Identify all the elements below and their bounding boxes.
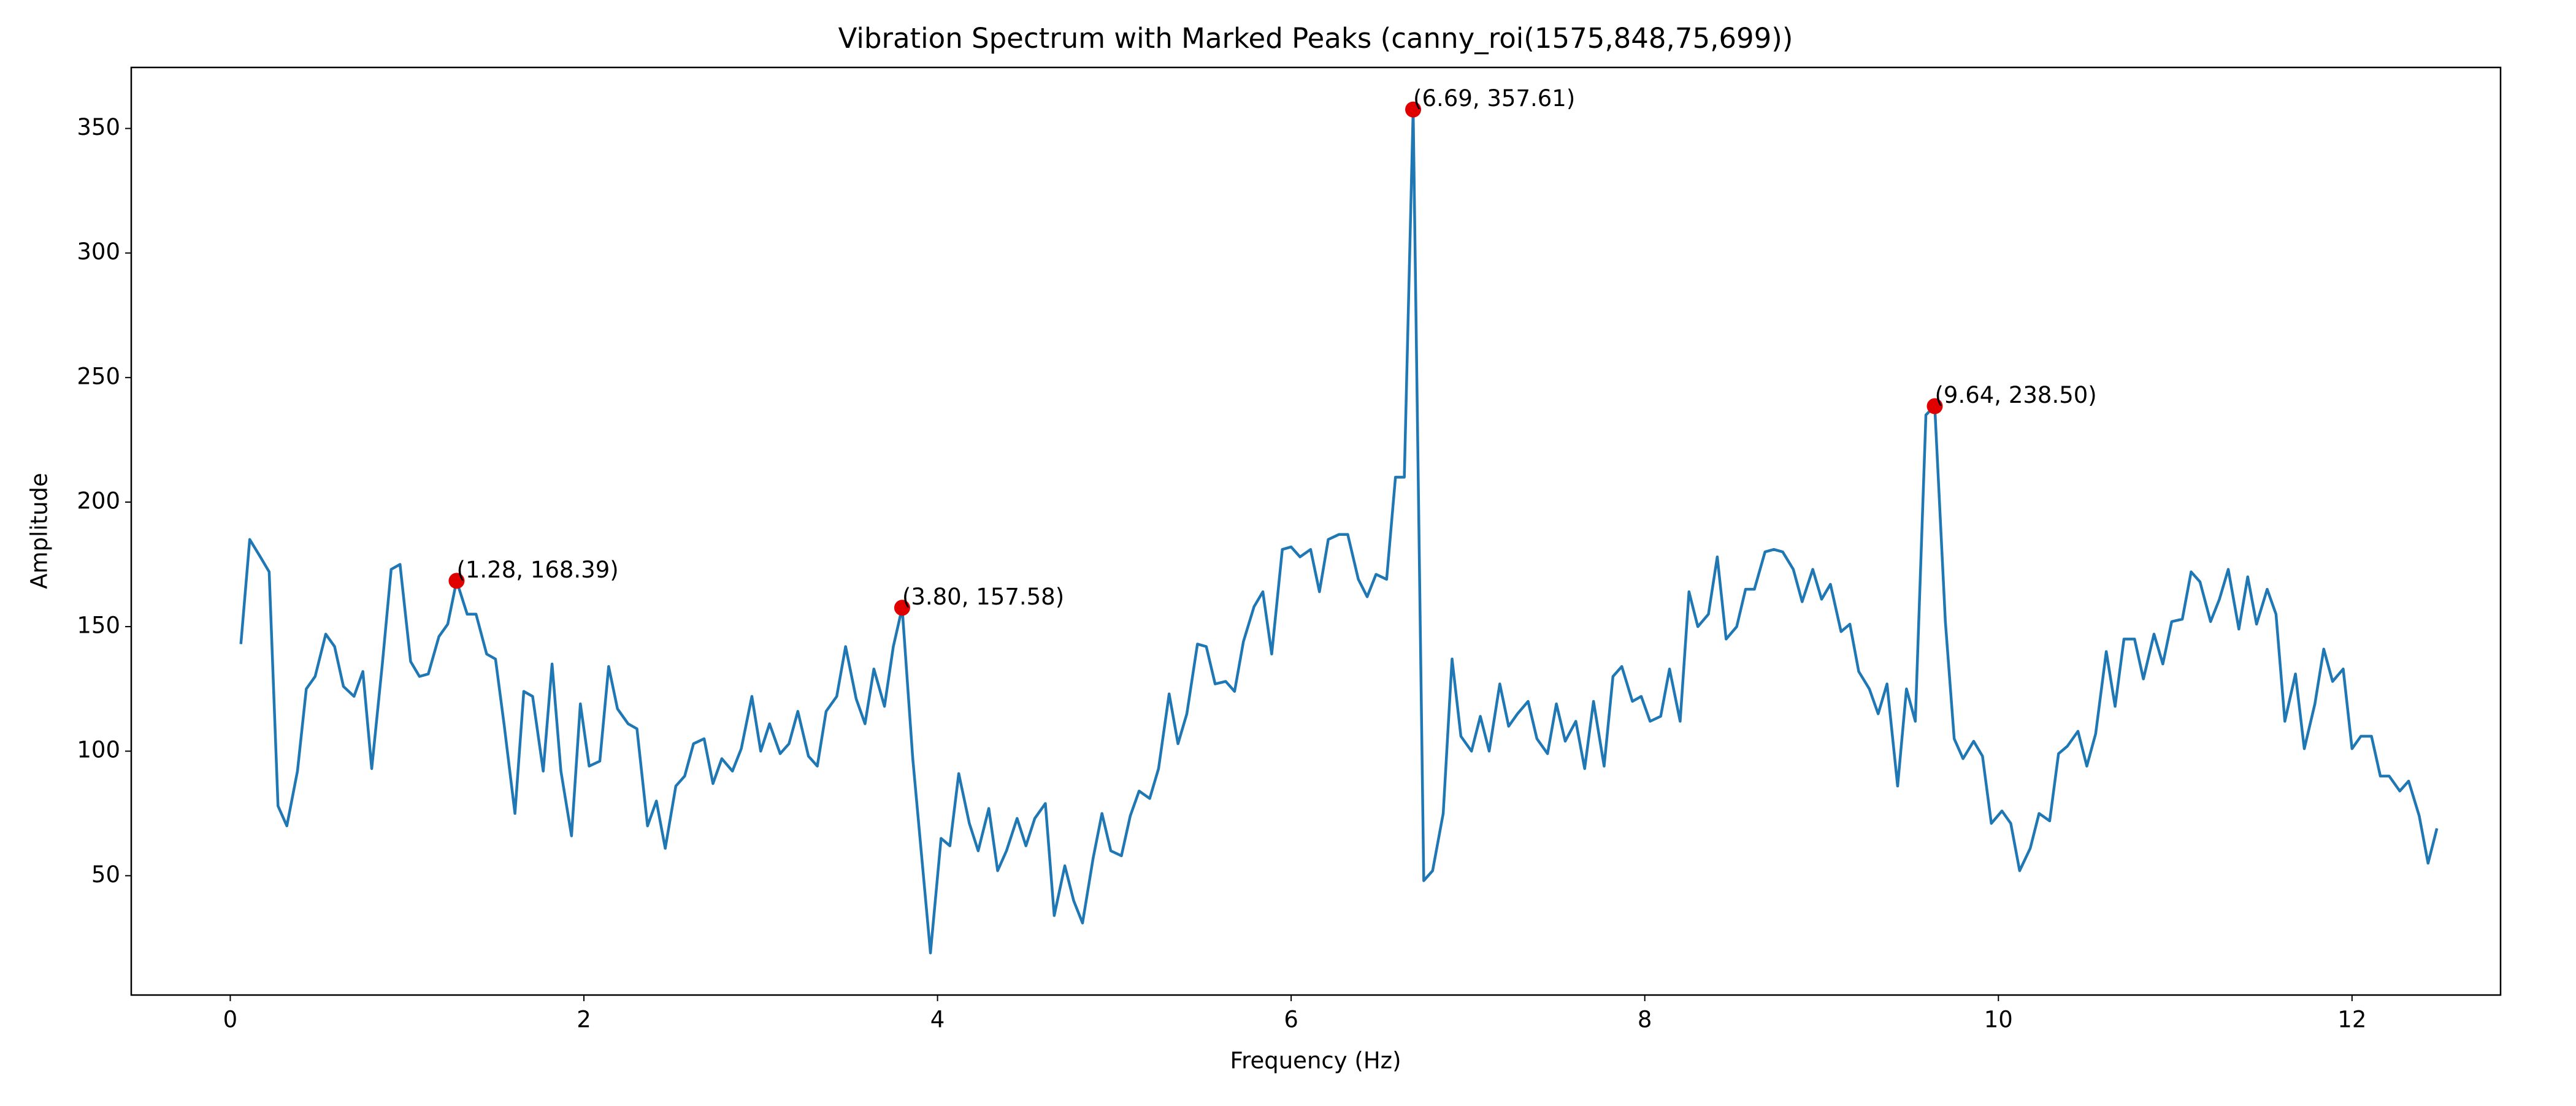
peak-label: (1.28, 168.39) — [456, 557, 618, 583]
x-tick-label: 12 — [2337, 1007, 2366, 1033]
y-tick-label: 200 — [77, 487, 120, 514]
x-axis-label: Frequency (Hz) — [1230, 1048, 1401, 1074]
y-axis-label: Amplitude — [26, 473, 53, 589]
peak-label: (9.64, 238.50) — [1934, 382, 2096, 408]
y-tick-label: 50 — [91, 861, 120, 888]
x-tick-label: 4 — [930, 1007, 945, 1033]
peak-marker — [1926, 398, 1943, 414]
x-tick-label: 8 — [1638, 1007, 1652, 1033]
peak-marker — [1405, 101, 1422, 118]
line — [239, 108, 2439, 955]
x-tick-label: 2 — [577, 1007, 591, 1033]
y-tick-label: 250 — [77, 363, 120, 389]
plot-frame — [130, 66, 2502, 996]
x-tick-label: 6 — [1284, 1007, 1298, 1033]
chart-title: Vibration Spectrum with Marked Peaks (ca… — [838, 22, 1793, 55]
y-tick-label: 300 — [77, 238, 120, 265]
peak-label: (6.69, 357.61) — [1413, 85, 1575, 112]
y-tick-label: 350 — [77, 114, 120, 140]
y-tick-label: 150 — [77, 612, 120, 639]
x-tick-label: 10 — [1984, 1007, 2013, 1033]
peak-marker — [448, 573, 465, 589]
peak-label: (3.80, 157.58) — [902, 584, 1064, 610]
y-tick-label: 100 — [77, 737, 120, 763]
peak-marker — [894, 600, 910, 616]
x-tick-label: 0 — [223, 1007, 238, 1033]
